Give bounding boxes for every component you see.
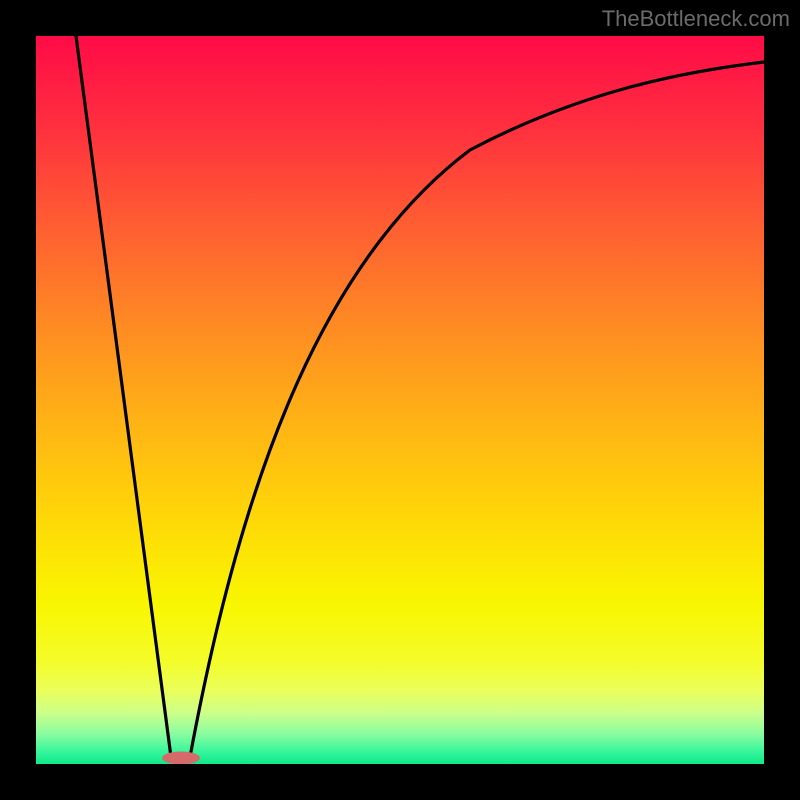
chart-container: { "watermark": { "text": "TheBottleneck.…	[0, 0, 800, 800]
gradient-background	[36, 36, 764, 764]
bottleneck-chart	[0, 0, 800, 800]
watermark-text: TheBottleneck.com	[602, 6, 790, 32]
optimal-point-marker	[162, 752, 200, 765]
